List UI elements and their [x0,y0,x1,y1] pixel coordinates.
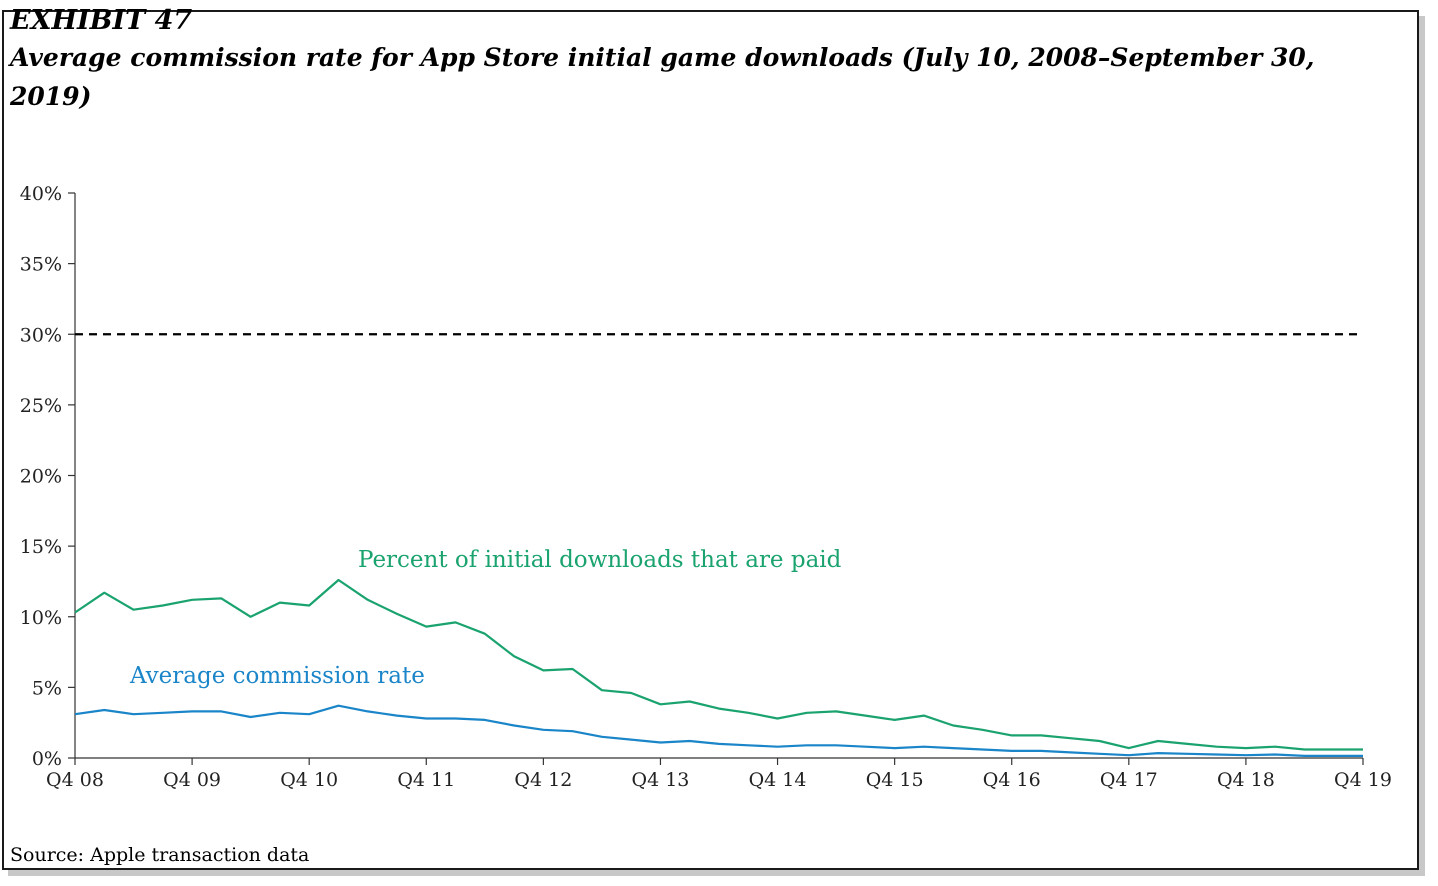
exhibit-label: EXHIBIT 47 [10,5,193,36]
series-line-1 [74,704,1363,758]
y-tick-label: 35% [20,254,62,276]
x-tick-label: Q4 15 [866,769,924,791]
series-annotation-0: Percent of initial downloads that are pa… [358,547,842,573]
x-tick-label: Q4 08 [46,769,104,791]
x-tick-label: Q4 09 [163,769,221,791]
chart-title: Average commission rate for App Store in… [10,43,1315,111]
source-note: Source: Apple transaction data [10,844,310,866]
x-tick-label: Q4 16 [983,769,1041,791]
x-tick-label: Q4 14 [749,769,807,791]
series-line-0 [74,578,1363,751]
y-tick-label: 5% [32,677,62,699]
y-tick-label: 25% [20,395,62,417]
y-tick-label: 10% [20,607,62,629]
x-tick-label: Q4 10 [280,769,338,791]
y-tick-label: 40% [20,183,62,205]
x-tick-label: Q4 19 [1334,769,1392,791]
title-block: EXHIBIT 47 Average commission rate for A… [10,4,1410,116]
x-tick-label: Q4 13 [632,769,690,791]
x-tick-label: Q4 12 [514,769,572,791]
exhibit-frame [2,10,1419,870]
y-tick-label: 20% [20,466,62,488]
x-tick-label: Q4 11 [397,769,455,791]
series-annotation-1: Average commission rate [129,663,425,689]
y-tick-label: 0% [32,748,62,770]
y-tick-label: 30% [20,324,62,346]
x-tick-label: Q4 18 [1217,769,1275,791]
y-tick-label: 15% [20,536,62,558]
x-tick-label: Q4 17 [1100,769,1158,791]
